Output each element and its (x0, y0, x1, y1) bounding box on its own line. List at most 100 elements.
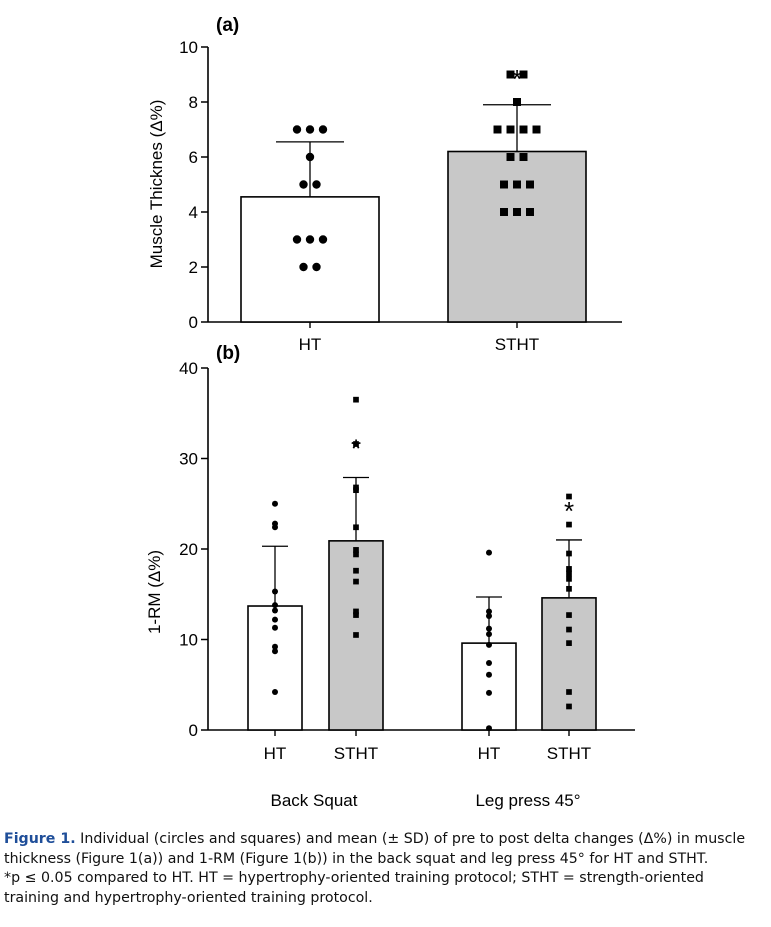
data-point (272, 616, 278, 623)
panel-a-muscle-thickness: (a) Muscle Thicknes (Δ%) 0 2 4 6 8 10 HT * STHT (147, 15, 622, 354)
data-point (486, 549, 492, 556)
panel-a-marks: HT * STHT (240, 64, 587, 354)
y-tick-label: 20 (179, 540, 198, 559)
caption-line-3: *p ≤ 0.05 compared to HT. HT = hypertrop… (4, 870, 704, 886)
bar (447, 150, 587, 323)
group-label-back-squat: Back Squat (271, 791, 358, 810)
y-tick-label: 40 (179, 359, 198, 378)
significance-star: * (564, 496, 574, 526)
data-point (486, 608, 492, 615)
group-label-leg-press: Leg press 45° (475, 791, 580, 810)
y-tick-label: 2 (189, 258, 198, 277)
y-tick-label: 6 (189, 148, 198, 167)
bar (247, 605, 303, 731)
data-point (566, 612, 572, 618)
data-point (486, 725, 492, 732)
data-point (506, 125, 515, 134)
data-point (500, 208, 508, 216)
y-tick-label: 30 (179, 450, 198, 469)
panel-b-y-axis-title: 1-RM (Δ%) (145, 550, 164, 634)
data-point (566, 570, 572, 577)
data-point (299, 262, 308, 272)
data-point (292, 235, 302, 244)
data-point (506, 153, 515, 161)
data-point (353, 578, 359, 585)
y-tick-label: 10 (179, 631, 198, 650)
caption-line-2: thickness (Figure 1(a)) and 1-RM (Figure… (4, 850, 709, 867)
data-point (312, 262, 321, 272)
y-tick-label: 10 (179, 38, 198, 57)
data-point (292, 125, 302, 134)
data-point (305, 152, 315, 162)
data-point (493, 125, 502, 134)
caption-text-1: Individual (circles and squares) and mea… (75, 831, 746, 847)
data-point (305, 125, 315, 134)
data-point (486, 612, 492, 619)
x-tick-label: HT (264, 744, 287, 763)
data-point (486, 631, 492, 638)
data-point (353, 487, 359, 494)
significance-star: * (512, 64, 522, 94)
data-point (272, 648, 278, 655)
bar (240, 196, 380, 323)
data-point (566, 521, 572, 528)
data-point (353, 547, 359, 553)
data-point (513, 180, 521, 189)
data-point (486, 660, 492, 667)
data-point (299, 180, 308, 189)
data-point (272, 624, 278, 631)
x-tick-label: STHT (547, 744, 591, 763)
data-point (519, 70, 528, 79)
y-tick-label: 0 (189, 313, 198, 332)
data-point (566, 689, 572, 695)
data-point (272, 588, 278, 595)
data-point (272, 607, 278, 614)
panel-b-marks: HT * STHT HT * STHT (247, 396, 597, 763)
data-point (318, 235, 328, 244)
data-point (272, 500, 278, 507)
data-point (526, 208, 534, 216)
data-point (272, 602, 278, 609)
data-point (519, 125, 528, 134)
caption-line-4: training and hypertrophy-oriented traini… (4, 889, 373, 906)
significance-star: * (351, 434, 361, 464)
x-tick-label: HT (299, 335, 322, 354)
data-point (272, 688, 278, 695)
data-point (566, 566, 572, 572)
data-point (500, 180, 508, 189)
data-point (272, 524, 278, 531)
figure-1: (a) Muscle Thicknes (Δ%) 0 2 4 6 8 10 HT * STHT… (145, 15, 635, 810)
data-point (506, 70, 515, 79)
x-tick-label: STHT (495, 335, 539, 354)
data-point (566, 626, 572, 633)
data-point (312, 180, 321, 189)
data-point (486, 641, 492, 648)
data-point (566, 576, 572, 582)
panel-a-y-axis-title: Muscle Thicknes (Δ%) (147, 100, 166, 269)
y-tick-label: 0 (189, 721, 198, 740)
data-point (353, 567, 359, 574)
data-point (305, 235, 315, 244)
data-point (353, 441, 359, 447)
y-tick-label: 4 (189, 203, 198, 222)
data-point (353, 612, 359, 618)
data-point (353, 551, 359, 558)
x-tick-label: STHT (334, 744, 378, 763)
data-point (566, 703, 572, 710)
panel-b-label: (b) (216, 343, 240, 364)
data-point (353, 608, 359, 615)
data-point (513, 98, 521, 106)
data-point (566, 493, 572, 500)
caption-label: Figure 1. (4, 831, 76, 847)
data-point (566, 585, 572, 592)
panel-a-label: (a) (216, 15, 239, 36)
data-point (353, 524, 359, 531)
data-point (532, 125, 541, 134)
panel-b-1rm: (b) 1-RM (Δ%) 0 10 20 30 40 HT * STHT HT * STHT B… (145, 343, 635, 810)
data-point (486, 625, 492, 632)
data-point (566, 640, 572, 646)
panel-b-axes: 0 10 20 30 40 (179, 359, 635, 740)
data-point (486, 689, 492, 696)
data-point (566, 550, 572, 557)
data-point (513, 208, 521, 216)
